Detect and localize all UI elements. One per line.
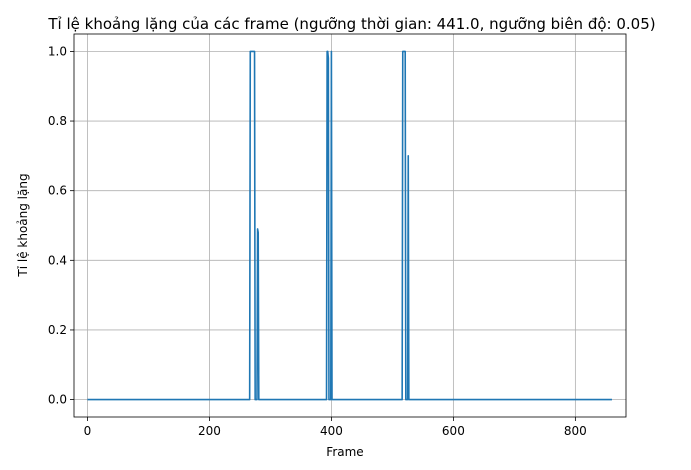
- chart-title: Tỉ lệ khoảng lặng của các frame (ngưỡng …: [47, 15, 655, 33]
- y-tick-label: 0.6: [48, 184, 67, 198]
- y-tick-label: 0.4: [48, 253, 67, 267]
- x-axis-label: Frame: [326, 445, 363, 459]
- y-axis-label: Tỉ lệ khoảng lặng: [16, 173, 30, 277]
- x-tick-label: 800: [564, 424, 587, 438]
- y-tick-label: 0.8: [48, 114, 67, 128]
- x-tick-label: 400: [320, 424, 343, 438]
- y-tick-label: 0.0: [48, 393, 67, 407]
- grid-lines: [74, 34, 626, 417]
- y-tick-label: 1.0: [48, 44, 67, 58]
- plot-area-frame: [73, 33, 627, 418]
- y-tick-label: 0.2: [48, 323, 67, 337]
- y-axis-ticks: 0.0 0.2 0.4 0.6 0.8 1.0: [48, 44, 74, 407]
- x-tick-label: 0: [84, 424, 92, 438]
- series-layer: [87, 50, 612, 401]
- x-axis-ticks: 0 200 400 600 800: [84, 417, 587, 438]
- series-line: [87, 50, 612, 401]
- x-tick-label: 600: [442, 424, 465, 438]
- x-tick-label: 200: [198, 424, 221, 438]
